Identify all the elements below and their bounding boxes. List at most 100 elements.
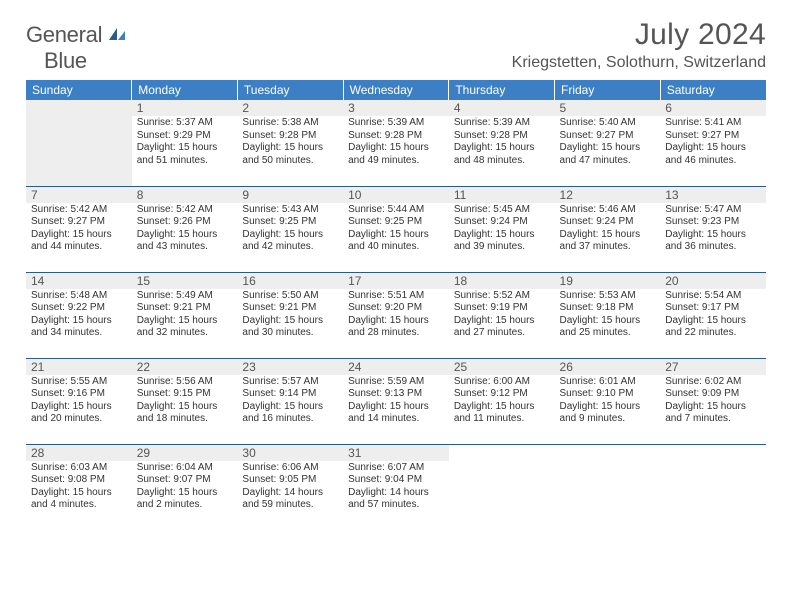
day-cell: 28Sunrise: 6:03 AMSunset: 9:08 PMDayligh… (26, 444, 132, 530)
day-cell: 21Sunrise: 5:55 AMSunset: 9:16 PMDayligh… (26, 358, 132, 444)
day-info: Sunrise: 5:49 AMSunset: 9:21 PMDaylight:… (137, 290, 233, 340)
calendar-row: 14Sunrise: 5:48 AMSunset: 9:22 PMDayligh… (26, 272, 766, 358)
day-header: Friday (555, 80, 661, 100)
day-info: Sunrise: 5:54 AMSunset: 9:17 PMDaylight:… (665, 290, 761, 340)
day-cell: 17Sunrise: 5:51 AMSunset: 9:20 PMDayligh… (343, 272, 449, 358)
day-header: Wednesday (343, 80, 449, 100)
day-cell: 7Sunrise: 5:42 AMSunset: 9:27 PMDaylight… (26, 186, 132, 272)
location: Kriegstetten, Solothurn, Switzerland (512, 54, 766, 72)
day-info: Sunrise: 5:59 AMSunset: 9:13 PMDaylight:… (348, 376, 444, 426)
day-cell: 9Sunrise: 5:43 AMSunset: 9:25 PMDaylight… (237, 186, 343, 272)
day-number: 23 (237, 359, 343, 375)
day-cell: 5Sunrise: 5:40 AMSunset: 9:27 PMDaylight… (555, 100, 661, 186)
day-number: 18 (449, 273, 555, 289)
day-header: Saturday (660, 80, 766, 100)
day-number: 5 (555, 100, 661, 116)
day-number: 8 (132, 187, 238, 203)
day-cell: 25Sunrise: 6:00 AMSunset: 9:12 PMDayligh… (449, 358, 555, 444)
day-number: 10 (343, 187, 449, 203)
day-info: Sunrise: 5:55 AMSunset: 9:16 PMDaylight:… (31, 376, 127, 426)
calendar-row: 28Sunrise: 6:03 AMSunset: 9:08 PMDayligh… (26, 444, 766, 530)
day-cell: 23Sunrise: 5:57 AMSunset: 9:14 PMDayligh… (237, 358, 343, 444)
day-cell: 6Sunrise: 5:41 AMSunset: 9:27 PMDaylight… (660, 100, 766, 186)
day-info: Sunrise: 5:50 AMSunset: 9:21 PMDaylight:… (242, 290, 338, 340)
day-number: 19 (555, 273, 661, 289)
day-number: 1 (132, 100, 238, 116)
blank-cell (660, 444, 766, 530)
day-number: 4 (449, 100, 555, 116)
day-info: Sunrise: 6:01 AMSunset: 9:10 PMDaylight:… (560, 376, 656, 426)
day-cell: 30Sunrise: 6:06 AMSunset: 9:05 PMDayligh… (237, 444, 343, 530)
day-cell: 22Sunrise: 5:56 AMSunset: 9:15 PMDayligh… (132, 358, 238, 444)
day-number: 26 (555, 359, 661, 375)
day-cell: 26Sunrise: 6:01 AMSunset: 9:10 PMDayligh… (555, 358, 661, 444)
day-header: Monday (132, 80, 238, 100)
day-number: 21 (26, 359, 132, 375)
day-number: 15 (132, 273, 238, 289)
day-cell: 8Sunrise: 5:42 AMSunset: 9:26 PMDaylight… (132, 186, 238, 272)
day-number: 27 (660, 359, 766, 375)
day-number: 14 (26, 273, 132, 289)
blank-cell (555, 444, 661, 530)
day-number: 28 (26, 445, 132, 461)
day-info: Sunrise: 5:47 AMSunset: 9:23 PMDaylight:… (665, 204, 761, 254)
day-number: 11 (449, 187, 555, 203)
day-info: Sunrise: 5:40 AMSunset: 9:27 PMDaylight:… (560, 117, 656, 167)
day-cell: 27Sunrise: 6:02 AMSunset: 9:09 PMDayligh… (660, 358, 766, 444)
day-cell: 16Sunrise: 5:50 AMSunset: 9:21 PMDayligh… (237, 272, 343, 358)
calendar-table: SundayMondayTuesdayWednesdayThursdayFrid… (26, 80, 766, 530)
day-info: Sunrise: 5:52 AMSunset: 9:19 PMDaylight:… (454, 290, 550, 340)
day-cell: 1Sunrise: 5:37 AMSunset: 9:29 PMDaylight… (132, 100, 238, 186)
day-info: Sunrise: 6:07 AMSunset: 9:04 PMDaylight:… (348, 462, 444, 512)
day-cell: 20Sunrise: 5:54 AMSunset: 9:17 PMDayligh… (660, 272, 766, 358)
day-info: Sunrise: 5:42 AMSunset: 9:27 PMDaylight:… (31, 204, 127, 254)
day-info: Sunrise: 5:42 AMSunset: 9:26 PMDaylight:… (137, 204, 233, 254)
day-cell: 14Sunrise: 5:48 AMSunset: 9:22 PMDayligh… (26, 272, 132, 358)
title-block: July 2024 Kriegstetten, Solothurn, Switz… (512, 18, 766, 72)
day-number: 31 (343, 445, 449, 461)
day-info: Sunrise: 5:53 AMSunset: 9:18 PMDaylight:… (560, 290, 656, 340)
day-number: 2 (237, 100, 343, 116)
day-number: 16 (237, 273, 343, 289)
day-info: Sunrise: 5:43 AMSunset: 9:25 PMDaylight:… (242, 204, 338, 254)
blank-cell (26, 100, 132, 186)
day-cell: 13Sunrise: 5:47 AMSunset: 9:23 PMDayligh… (660, 186, 766, 272)
day-number: 3 (343, 100, 449, 116)
day-cell: 31Sunrise: 6:07 AMSunset: 9:04 PMDayligh… (343, 444, 449, 530)
day-cell: 11Sunrise: 5:45 AMSunset: 9:24 PMDayligh… (449, 186, 555, 272)
day-header: Sunday (26, 80, 132, 100)
day-info: Sunrise: 6:02 AMSunset: 9:09 PMDaylight:… (665, 376, 761, 426)
calendar-row: 7Sunrise: 5:42 AMSunset: 9:27 PMDaylight… (26, 186, 766, 272)
day-info: Sunrise: 5:56 AMSunset: 9:15 PMDaylight:… (137, 376, 233, 426)
day-number: 9 (237, 187, 343, 203)
day-header-row: SundayMondayTuesdayWednesdayThursdayFrid… (26, 80, 766, 100)
day-cell: 15Sunrise: 5:49 AMSunset: 9:21 PMDayligh… (132, 272, 238, 358)
day-info: Sunrise: 6:03 AMSunset: 9:08 PMDaylight:… (31, 462, 127, 512)
day-cell: 4Sunrise: 5:39 AMSunset: 9:28 PMDaylight… (449, 100, 555, 186)
day-info: Sunrise: 5:45 AMSunset: 9:24 PMDaylight:… (454, 204, 550, 254)
logo-sail-icon (107, 26, 127, 47)
calendar-row: 1Sunrise: 5:37 AMSunset: 9:29 PMDaylight… (26, 100, 766, 186)
blank-cell (449, 444, 555, 530)
day-number: 22 (132, 359, 238, 375)
day-number: 13 (660, 187, 766, 203)
day-info: Sunrise: 5:51 AMSunset: 9:20 PMDaylight:… (348, 290, 444, 340)
day-number: 25 (449, 359, 555, 375)
day-cell: 3Sunrise: 5:39 AMSunset: 9:28 PMDaylight… (343, 100, 449, 186)
day-number: 20 (660, 273, 766, 289)
day-number: 6 (660, 100, 766, 116)
day-info: Sunrise: 5:48 AMSunset: 9:22 PMDaylight:… (31, 290, 127, 340)
day-cell: 24Sunrise: 5:59 AMSunset: 9:13 PMDayligh… (343, 358, 449, 444)
day-info: Sunrise: 5:38 AMSunset: 9:28 PMDaylight:… (242, 117, 338, 167)
day-cell: 29Sunrise: 6:04 AMSunset: 9:07 PMDayligh… (132, 444, 238, 530)
day-info: Sunrise: 5:44 AMSunset: 9:25 PMDaylight:… (348, 204, 444, 254)
day-info: Sunrise: 6:00 AMSunset: 9:12 PMDaylight:… (454, 376, 550, 426)
day-cell: 18Sunrise: 5:52 AMSunset: 9:19 PMDayligh… (449, 272, 555, 358)
day-info: Sunrise: 5:41 AMSunset: 9:27 PMDaylight:… (665, 117, 761, 167)
day-info: Sunrise: 5:39 AMSunset: 9:28 PMDaylight:… (454, 117, 550, 167)
day-info: Sunrise: 5:39 AMSunset: 9:28 PMDaylight:… (348, 117, 444, 167)
day-number: 29 (132, 445, 238, 461)
calendar-body: 1Sunrise: 5:37 AMSunset: 9:29 PMDaylight… (26, 100, 766, 530)
day-info: Sunrise: 6:04 AMSunset: 9:07 PMDaylight:… (137, 462, 233, 512)
logo-text: General Blue (26, 22, 127, 74)
